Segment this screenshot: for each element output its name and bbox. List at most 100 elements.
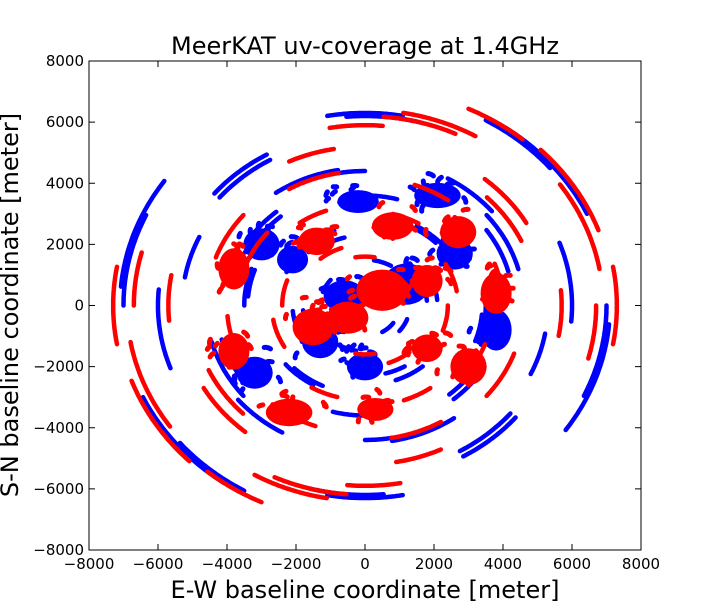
uv-cluster-1-5: [434, 343, 487, 388]
uv-cluster-arc: [216, 286, 224, 295]
uv-cluster-1-2: [371, 200, 418, 241]
uv-cluster-core: [292, 308, 334, 346]
uv-cluster-arc: [315, 343, 323, 351]
x-tick-label: −4000: [202, 555, 253, 573]
uv-track-1-8-0: [166, 272, 174, 323]
uv-track-0-7-1: [461, 415, 518, 459]
uv-cluster-arc: [442, 214, 451, 224]
series-layer: [110, 106, 620, 505]
y-tick-label: −4000: [33, 419, 84, 437]
uv-cluster-arc: [329, 189, 338, 197]
uv-track-0-7-0: [212, 152, 269, 196]
uv-cluster-arc: [475, 370, 486, 378]
y-axis-label: S-N baseline coordinate [meter]: [0, 113, 24, 497]
uv-cluster-arc: [381, 397, 392, 404]
uv-track-1-9-1: [482, 176, 529, 226]
uv-cluster-arc: [266, 239, 274, 248]
uv-cluster-arc: [207, 350, 217, 360]
uv-cluster-arc: [220, 279, 228, 289]
uv-cluster-arc: [231, 355, 240, 365]
uv-track-1-7-0: [345, 480, 403, 489]
uv-cluster-arc: [299, 294, 309, 301]
uv-cluster-arc: [437, 341, 447, 351]
uv-track-0-0-0: [118, 178, 167, 289]
uv-cluster-1-1: [290, 221, 340, 256]
uv-track-0-20-0: [414, 223, 447, 249]
uv-cluster-arc: [466, 246, 477, 253]
uv-cluster-1-11: [401, 330, 454, 365]
uv-track-0-8-1: [217, 157, 273, 200]
uv-track-1-10-1: [393, 447, 444, 465]
uv-cluster-arc: [355, 201, 366, 209]
uv-track-0-10-0: [235, 397, 285, 435]
uv-track-1-18-0: [309, 385, 340, 400]
uv-cluster-arc: [240, 380, 251, 387]
uv-cluster-arc: [299, 337, 310, 345]
uv-cluster-arc: [396, 298, 406, 306]
uv-cluster-0-1: [323, 183, 379, 214]
uv-cluster-arc: [407, 225, 418, 233]
uv-cluster-arc: [450, 370, 458, 380]
uv-cluster-arc: [284, 266, 293, 275]
uv-track-1-7-1: [327, 122, 385, 131]
uv-cluster-arc: [305, 235, 315, 242]
uv-cluster-arc: [261, 344, 273, 352]
x-tick-label: 0: [360, 555, 370, 573]
uv-track-0-9-1: [528, 331, 548, 377]
uv-track-1-2-0: [466, 106, 525, 142]
uv-track-1-17-1: [401, 385, 433, 403]
uv-track-1-17-0: [297, 208, 329, 226]
uv-cluster-arc: [414, 197, 422, 208]
uv-cluster-arc: [279, 392, 290, 400]
uv-cluster-arc: [309, 302, 316, 312]
x-tick-label: −8000: [64, 555, 115, 573]
uv-cluster-arc: [425, 171, 436, 179]
uv-cluster-arc: [434, 367, 440, 377]
uv-track-0-12-1: [389, 415, 457, 444]
uv-track-0-3-0: [483, 117, 553, 171]
uv-cluster-arc: [401, 345, 410, 356]
uv-cluster-arc: [463, 378, 472, 388]
uv-cluster-arc: [407, 184, 417, 193]
uv-track-1-0-0: [110, 264, 120, 347]
y-tick-label: −2000: [33, 358, 84, 376]
x-tick-label: 2000: [415, 555, 453, 573]
y-tick-label: 4000: [46, 174, 84, 192]
uv-track-1-12-1: [484, 351, 517, 399]
uv-cluster-arc: [380, 228, 387, 240]
uv-cluster-arc: [488, 268, 498, 279]
uv-track-0-27-1: [397, 316, 410, 334]
uv-cluster-arc: [233, 247, 243, 256]
uv-cluster-arc: [355, 416, 362, 425]
series-1: [110, 106, 620, 505]
uv-cluster-arc: [256, 245, 266, 252]
uv-cluster-arc: [412, 264, 424, 271]
uv-cluster-arc: [214, 261, 221, 271]
uv-track-0-3-1: [177, 440, 247, 494]
uv-cluster-arc: [241, 329, 251, 339]
uv-track-0-4-1: [325, 492, 405, 501]
uv-cluster-arc: [320, 399, 328, 409]
uv-cluster-arc: [401, 224, 411, 233]
uv-cluster-arc: [236, 241, 246, 249]
uv-cluster-1-12: [404, 255, 454, 299]
uv-cluster-core: [356, 269, 409, 311]
uv-cluster-arc: [255, 220, 262, 232]
y-tick-label: −6000: [33, 480, 84, 498]
uv-cluster-arc: [229, 347, 236, 356]
uv-cluster-arc: [290, 408, 301, 418]
uv-cluster-arc: [212, 340, 220, 349]
uv-cluster-arc: [461, 261, 470, 269]
uv-cluster-arc: [396, 227, 404, 236]
uv-cluster-arc: [238, 386, 246, 396]
uv-cluster-arc: [405, 282, 414, 293]
uv-track-1-8-1: [556, 288, 564, 339]
uv-cluster-arc: [231, 274, 238, 284]
uv-cluster-arc: [452, 233, 463, 240]
uv-track-1-11-1: [206, 367, 246, 416]
uv-track-0-20-1: [283, 362, 316, 388]
uv-cluster-arc: [323, 288, 334, 297]
uv-track-1-4-0: [586, 303, 599, 361]
uv-track-0-6-1: [557, 240, 575, 324]
uv-cluster-1-8: [204, 329, 254, 370]
